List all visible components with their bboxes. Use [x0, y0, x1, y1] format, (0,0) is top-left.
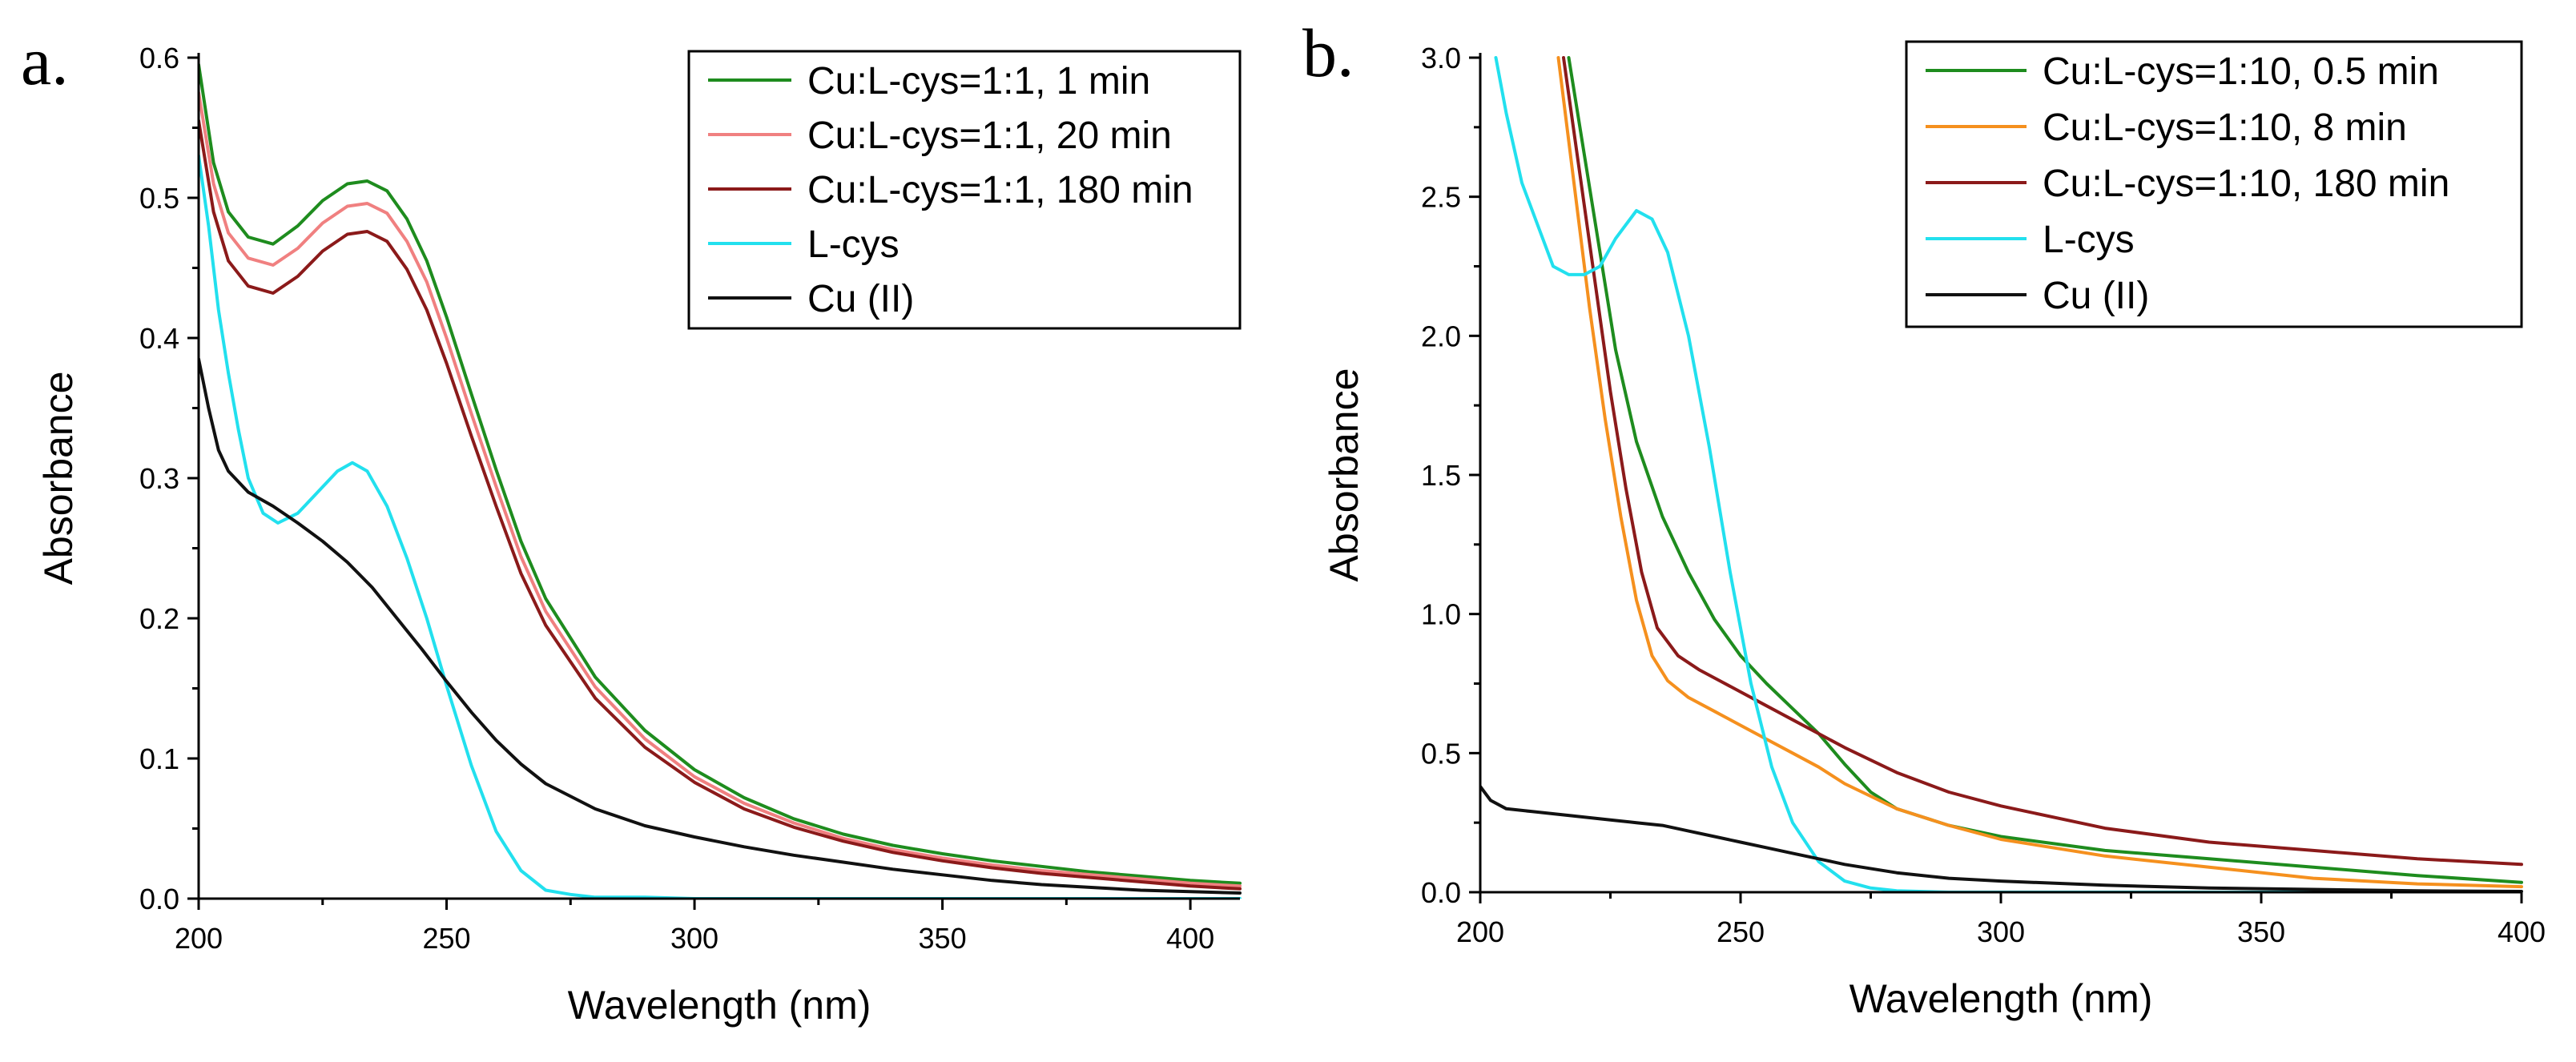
legend-entry: Cu:L-cys=1:1, 20 min — [807, 115, 1172, 157]
series-line-3 — [199, 119, 1242, 891]
x-tick-label: 400 — [1166, 922, 1214, 955]
series-line-5 — [199, 357, 1242, 895]
y-tick-label: 0.0 — [1421, 876, 1461, 909]
y-tick-label: 0.3 — [139, 462, 179, 495]
y-tick-label: 3.0 — [1421, 42, 1461, 74]
x-tick-label: 200 — [1456, 915, 1504, 948]
legend: Cu:L-cys=1:10, 0.5 min Cu:L-cys=1:10, 8 m… — [1905, 40, 2523, 328]
x-tick-label: 200 — [175, 922, 223, 955]
panel-a: a. 200 250 300 350 400 0.0 0.1 0.2 0.3 0.4 0.5 0.6 Wa… — [21, 22, 1242, 1028]
panel-label: b. — [1302, 14, 1354, 91]
x-tick-label: 300 — [1977, 915, 2025, 948]
legend-entry: Cu:L-cys=1:10, 8 min — [2043, 107, 2407, 149]
y-axis-title: Absorbance — [36, 372, 81, 585]
series-line-2 — [199, 91, 1242, 888]
y-tick-label: 2.0 — [1421, 320, 1461, 352]
legend-entry: Cu:L-cys=1:10, 180 min — [2043, 163, 2449, 205]
x-tick-label: 350 — [919, 922, 967, 955]
x-tick-label: 250 — [422, 922, 470, 955]
legend-entry: Cu:L-cys=1:1, 1 min — [807, 60, 1150, 103]
legend-entry: Cu (II) — [807, 278, 914, 320]
series-line-3 — [1562, 56, 2523, 867]
x-axis-title: Wavelength (nm) — [568, 983, 871, 1028]
y-tick-label: 0.0 — [139, 883, 179, 915]
legend-entry: Cu:L-cys=1:10, 0.5 min — [2043, 50, 2439, 93]
y-tick-label: 0.1 — [139, 742, 179, 775]
y-tick-label: 0.5 — [1421, 737, 1461, 770]
series-line-5 — [1480, 785, 2523, 892]
legend: Cu:L-cys=1:1, 1 min Cu:L-cys=1:1, 20 min C… — [687, 50, 1242, 330]
panel-label: a. — [21, 22, 69, 99]
legend-entry: Cu (II) — [2043, 275, 2149, 317]
panel-b: b. 200 250 300 350 400 0.0 0.5 1.0 1.5 2.0 2.5 3.0 Wa… — [1302, 14, 2546, 1021]
x-tick-label: 300 — [670, 922, 718, 955]
y-tick-label: 0.6 — [139, 42, 179, 74]
series-line-2 — [1556, 56, 2523, 889]
y-tick-label: 1.0 — [1421, 598, 1461, 631]
y-tick-label: 2.5 — [1421, 181, 1461, 214]
y-tick-label: 0.2 — [139, 602, 179, 635]
y-axis-title: Absorbance — [1322, 368, 1366, 582]
legend-entry: L-cys — [807, 223, 900, 266]
series-line-1 — [1567, 56, 2523, 884]
x-tick-label: 250 — [1717, 915, 1765, 948]
x-tick-label: 350 — [2237, 915, 2285, 948]
x-tick-label: 400 — [2498, 915, 2546, 948]
series-line-1 — [199, 62, 1242, 885]
legend-entry: Cu:L-cys=1:1, 180 min — [807, 169, 1193, 211]
x-axis-title: Wavelength (nm) — [1849, 976, 2153, 1021]
y-tick-label: 0.5 — [139, 182, 179, 215]
y-tick-label: 1.5 — [1421, 459, 1461, 492]
legend-entry: L-cys — [2043, 219, 2135, 261]
y-tick-label: 0.4 — [139, 322, 179, 355]
